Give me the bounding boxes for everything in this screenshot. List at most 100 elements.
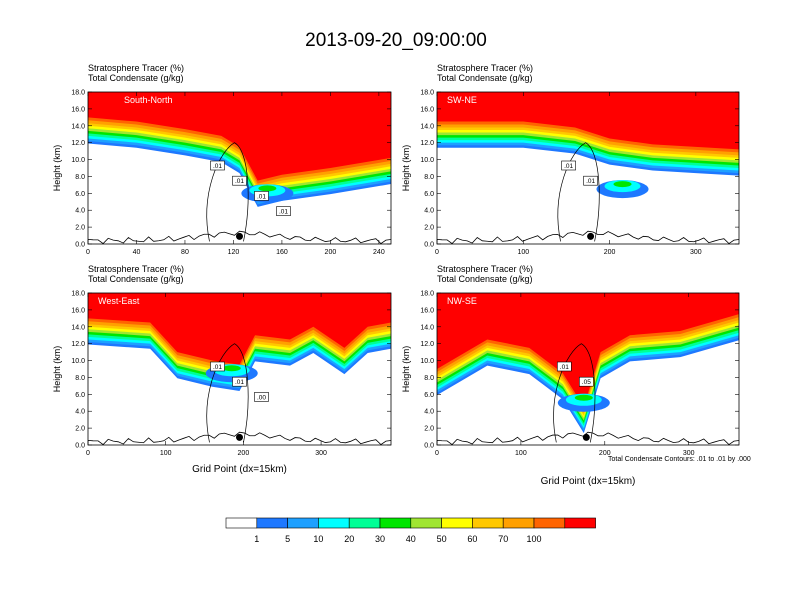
panel-subtitle-2: Total Condensate (g/kg)	[437, 274, 533, 284]
x-tick-label: 200	[604, 249, 616, 256]
condensate-contour	[206, 142, 249, 242]
x-tick-label: 100	[160, 450, 172, 457]
y-tick-label: 16.0	[420, 307, 434, 314]
y-tick-label: 0.0	[424, 242, 434, 249]
x-tick-label: 80	[181, 249, 189, 256]
contour-label: .01	[235, 379, 244, 386]
contour-label: .01	[560, 364, 569, 371]
intrusion-core	[613, 181, 632, 188]
colorbar-swatch	[472, 517, 504, 529]
x-tick-label: 200	[238, 450, 250, 457]
x-tick-label: 300	[315, 450, 327, 457]
y-tick-label: 10.0	[71, 358, 85, 365]
colorbar-swatch	[287, 517, 319, 529]
y-tick-label: 6.0	[75, 191, 85, 198]
location-marker	[582, 433, 590, 441]
x-tick-label: 0	[86, 249, 90, 256]
colorbar-swatch	[318, 517, 350, 529]
y-tick-label: 4.0	[424, 208, 434, 215]
condensate-contour	[557, 142, 600, 242]
y-tick-label: 6.0	[424, 392, 434, 399]
colorbar-label: 1	[254, 534, 259, 544]
y-tick-label: 16.0	[420, 106, 434, 113]
contour-label: .01	[213, 364, 222, 371]
x-axis-label: Grid Point (dx=15km)	[192, 464, 287, 475]
panel-field: .01 .01 .01 .01	[88, 92, 391, 244]
x-tick-label: 300	[690, 249, 702, 256]
y-tick-label: 4.0	[75, 208, 85, 215]
colorbar-swatch	[256, 517, 288, 529]
colorbar-swatch	[564, 517, 596, 529]
y-tick-label: 2.0	[75, 225, 85, 232]
y-tick-label: 0.0	[424, 443, 434, 450]
y-tick-label: 6.0	[75, 392, 85, 399]
panel-subtitle-1: Stratosphere Tracer (%)	[437, 264, 533, 274]
intrusion-core	[222, 365, 241, 372]
y-tick-label: 6.0	[424, 191, 434, 198]
x-tick-label: 200	[325, 249, 337, 256]
y-tick-label: 14.0	[420, 123, 434, 130]
y-axis-label: Height (km)	[52, 346, 62, 393]
intrusion-core	[574, 394, 593, 401]
location-marker	[587, 232, 595, 240]
contour-label-box	[276, 206, 291, 216]
y-tick-label: 8.0	[424, 174, 434, 181]
x-tick-label: 40	[133, 249, 141, 256]
contour-label-box	[210, 160, 225, 171]
panel-south-north: .01 .01 .01 .01 0.0 2.0 4.0 6.0 8.0 10.0 12.0 14.0 1…	[52, 63, 392, 256]
y-tick-label: 0.0	[75, 443, 85, 450]
colorbar-label: 10	[313, 534, 323, 544]
y-tick-label: 8.0	[75, 174, 85, 181]
x-tick-label: 160	[276, 249, 288, 256]
colorbar-swatch	[410, 517, 442, 529]
x-tick-label: 200	[599, 450, 611, 457]
y-tick-label: 8.0	[75, 375, 85, 382]
contour-label-box	[254, 191, 269, 201]
intrusion-core	[258, 185, 277, 192]
x-tick-label: 0	[435, 249, 439, 256]
contour-label-box	[561, 160, 576, 171]
panel-nw-se: .01 .05 0.0 2.0 4.0 6.0 8.0 10.0 12.0 14.0 16.0 18.…	[401, 264, 740, 487]
y-tick-label: 10.0	[420, 358, 434, 365]
x-axis-label: Grid Point (dx=15km)	[541, 476, 636, 487]
y-axis-label: Height (km)	[52, 145, 62, 192]
location-marker	[236, 433, 243, 441]
panel-frame	[87, 292, 392, 446]
tracer-core	[437, 92, 739, 145]
x-tick-label: 0	[86, 450, 90, 457]
y-tick-label: 8.0	[424, 375, 434, 382]
y-tick-label: 18.0	[71, 291, 85, 298]
x-tick-label: 0	[435, 450, 439, 457]
colorbar-label: 20	[344, 534, 354, 544]
contour-label-box	[254, 392, 269, 402]
y-tick-label: 16.0	[71, 106, 85, 113]
panel-name: SW-NE	[447, 95, 477, 105]
x-tick-label: 100	[517, 249, 529, 256]
y-tick-label: 16.0	[71, 307, 85, 314]
panel-frame	[436, 292, 740, 446]
panel-field: .01 .05	[437, 293, 739, 445]
contour-label: .01	[213, 163, 222, 170]
terrain-contour	[437, 230, 739, 244]
terrain-contour	[88, 230, 391, 244]
contour-label: .01	[586, 178, 595, 185]
plot-title: 2013-09-20_09:00:00	[305, 30, 487, 51]
y-tick-label: 18.0	[420, 291, 434, 298]
x-tick-label: 120	[228, 249, 240, 256]
y-tick-label: 18.0	[71, 90, 85, 97]
condensate-contour	[553, 343, 596, 443]
tracer-core	[88, 293, 391, 360]
panel-name: West-East	[98, 296, 140, 306]
y-tick-label: 0.0	[75, 242, 85, 249]
y-tick-label: 12.0	[420, 140, 434, 147]
panel-subtitle-2: Total Condensate (g/kg)	[88, 73, 184, 83]
contour-label: .01	[564, 163, 573, 170]
y-axis-label: Height (km)	[401, 145, 411, 192]
y-tick-label: 14.0	[71, 324, 85, 331]
x-tick-label: 240	[373, 249, 385, 256]
panel-name: South-North	[124, 95, 173, 105]
panel-subtitle-2: Total Condensate (g/kg)	[437, 73, 533, 83]
panel-field: .01 .01	[437, 92, 739, 244]
colorbar-swatch	[533, 517, 566, 529]
contour-label: .01	[235, 178, 244, 185]
